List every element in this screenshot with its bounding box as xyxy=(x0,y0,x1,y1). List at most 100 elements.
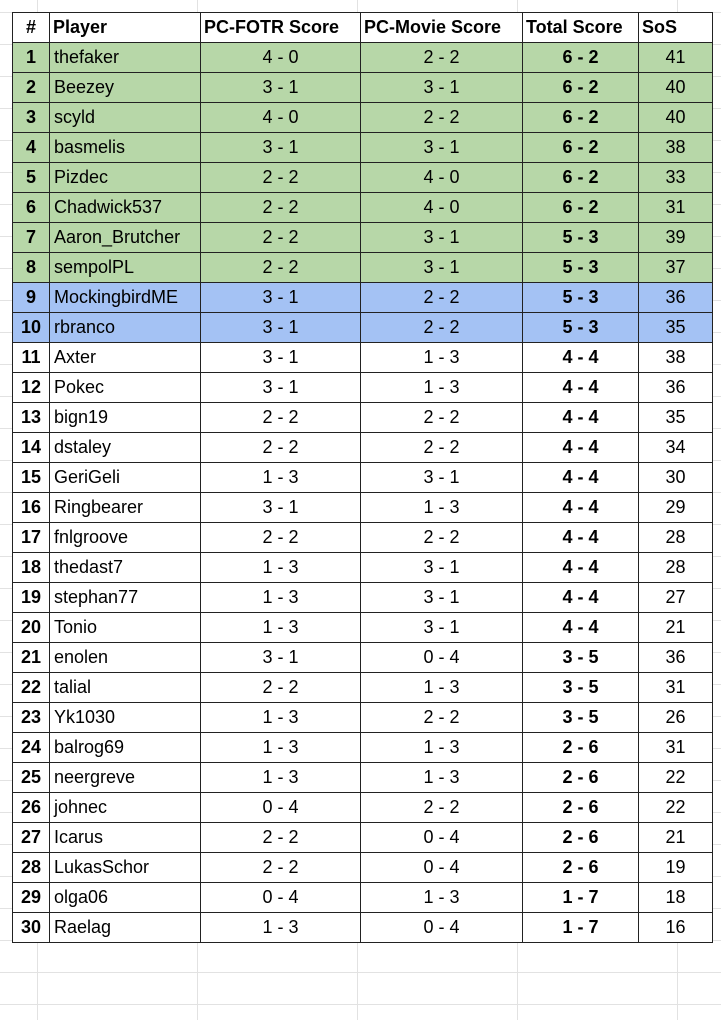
total-score-cell[interactable]: 6 - 2 xyxy=(522,132,639,163)
movie-score-cell[interactable]: 3 - 1 xyxy=(360,612,523,643)
fotr-score-cell[interactable]: 2 - 2 xyxy=(200,852,361,883)
rank-cell[interactable]: 20 xyxy=(12,612,50,643)
movie-score-cell[interactable]: 3 - 1 xyxy=(360,462,523,493)
movie-score-cell[interactable]: 2 - 2 xyxy=(360,102,523,133)
rank-cell[interactable]: 17 xyxy=(12,522,50,553)
player-name-cell[interactable]: scyld xyxy=(49,102,201,133)
player-name-cell[interactable]: GeriGeli xyxy=(49,462,201,493)
sos-cell[interactable]: 40 xyxy=(638,102,713,133)
movie-score-cell[interactable]: 2 - 2 xyxy=(360,792,523,823)
movie-score-cell[interactable]: 1 - 3 xyxy=(360,732,523,763)
rank-cell[interactable]: 3 xyxy=(12,102,50,133)
player-name-cell[interactable]: basmelis xyxy=(49,132,201,163)
total-score-cell[interactable]: 1 - 7 xyxy=(522,912,639,943)
player-name-cell[interactable]: sempolPL xyxy=(49,252,201,283)
fotr-score-cell[interactable]: 3 - 1 xyxy=(200,72,361,103)
movie-score-cell[interactable]: 1 - 3 xyxy=(360,372,523,403)
movie-score-cell[interactable]: 2 - 2 xyxy=(360,432,523,463)
rank-cell[interactable]: 14 xyxy=(12,432,50,463)
player-name-cell[interactable]: enolen xyxy=(49,642,201,673)
total-score-cell[interactable]: 4 - 4 xyxy=(522,372,639,403)
fotr-score-cell[interactable]: 3 - 1 xyxy=(200,372,361,403)
sos-cell[interactable]: 26 xyxy=(638,702,713,733)
rank-cell[interactable]: 4 xyxy=(12,132,50,163)
movie-score-cell[interactable]: 3 - 1 xyxy=(360,222,523,253)
player-name-cell[interactable]: Beezey xyxy=(49,72,201,103)
movie-score-cell[interactable]: 2 - 2 xyxy=(360,282,523,313)
fotr-score-cell[interactable]: 2 - 2 xyxy=(200,432,361,463)
player-name-cell[interactable]: Yk1030 xyxy=(49,702,201,733)
fotr-score-cell[interactable]: 1 - 3 xyxy=(200,552,361,583)
movie-score-cell[interactable]: 0 - 4 xyxy=(360,642,523,673)
rank-cell[interactable]: 27 xyxy=(12,822,50,853)
rank-cell[interactable]: 23 xyxy=(12,702,50,733)
total-score-cell[interactable]: 6 - 2 xyxy=(522,72,639,103)
movie-score-cell[interactable]: 2 - 2 xyxy=(360,522,523,553)
player-name-cell[interactable]: Ringbearer xyxy=(49,492,201,523)
fotr-score-cell[interactable]: 2 - 2 xyxy=(200,402,361,433)
player-name-cell[interactable]: Axter xyxy=(49,342,201,373)
movie-score-cell[interactable]: 0 - 4 xyxy=(360,852,523,883)
total-score-cell[interactable]: 6 - 2 xyxy=(522,102,639,133)
fotr-score-cell[interactable]: 1 - 3 xyxy=(200,702,361,733)
fotr-score-cell[interactable]: 3 - 1 xyxy=(200,282,361,313)
fotr-score-cell[interactable]: 2 - 2 xyxy=(200,822,361,853)
rank-cell[interactable]: 22 xyxy=(12,672,50,703)
movie-score-cell[interactable]: 4 - 0 xyxy=(360,162,523,193)
sos-cell[interactable]: 19 xyxy=(638,852,713,883)
movie-score-cell[interactable]: 3 - 1 xyxy=(360,252,523,283)
movie-score-cell[interactable]: 3 - 1 xyxy=(360,132,523,163)
sos-cell[interactable]: 21 xyxy=(638,612,713,643)
movie-score-cell[interactable]: 2 - 2 xyxy=(360,312,523,343)
sos-cell[interactable]: 22 xyxy=(638,792,713,823)
rank-cell[interactable]: 10 xyxy=(12,312,50,343)
player-name-cell[interactable]: Aaron_Brutcher xyxy=(49,222,201,253)
sos-cell[interactable]: 31 xyxy=(638,192,713,223)
fotr-score-cell[interactable]: 1 - 3 xyxy=(200,912,361,943)
total-score-cell[interactable]: 4 - 4 xyxy=(522,432,639,463)
fotr-score-cell[interactable]: 3 - 1 xyxy=(200,312,361,343)
total-score-cell[interactable]: 5 - 3 xyxy=(522,222,639,253)
sos-cell[interactable]: 35 xyxy=(638,402,713,433)
sos-cell[interactable]: 28 xyxy=(638,522,713,553)
rank-cell[interactable]: 2 xyxy=(12,72,50,103)
player-name-cell[interactable]: stephan77 xyxy=(49,582,201,613)
player-name-cell[interactable]: balrog69 xyxy=(49,732,201,763)
sos-cell[interactable]: 38 xyxy=(638,132,713,163)
player-name-cell[interactable]: Pizdec xyxy=(49,162,201,193)
total-score-cell[interactable]: 2 - 6 xyxy=(522,762,639,793)
movie-score-cell[interactable]: 3 - 1 xyxy=(360,72,523,103)
player-name-cell[interactable]: thefaker xyxy=(49,42,201,73)
player-name-cell[interactable]: olga06 xyxy=(49,882,201,913)
total-score-cell[interactable]: 2 - 6 xyxy=(522,792,639,823)
rank-cell[interactable]: 1 xyxy=(12,42,50,73)
player-name-cell[interactable]: Raelag xyxy=(49,912,201,943)
total-score-cell[interactable]: 5 - 3 xyxy=(522,252,639,283)
total-score-cell[interactable]: 5 - 3 xyxy=(522,282,639,313)
movie-score-cell[interactable]: 3 - 1 xyxy=(360,582,523,613)
player-name-cell[interactable]: johnec xyxy=(49,792,201,823)
fotr-score-cell[interactable]: 3 - 1 xyxy=(200,132,361,163)
total-score-cell[interactable]: 4 - 4 xyxy=(522,522,639,553)
player-name-cell[interactable]: neergreve xyxy=(49,762,201,793)
player-name-cell[interactable]: Chadwick537 xyxy=(49,192,201,223)
rank-cell[interactable]: 28 xyxy=(12,852,50,883)
total-score-cell[interactable]: 1 - 7 xyxy=(522,882,639,913)
total-score-cell[interactable]: 2 - 6 xyxy=(522,732,639,763)
rank-cell[interactable]: 5 xyxy=(12,162,50,193)
rank-cell[interactable]: 16 xyxy=(12,492,50,523)
total-score-cell[interactable]: 3 - 5 xyxy=(522,702,639,733)
rank-cell[interactable]: 21 xyxy=(12,642,50,673)
sos-cell[interactable]: 41 xyxy=(638,42,713,73)
total-score-cell[interactable]: 5 - 3 xyxy=(522,312,639,343)
fotr-score-cell[interactable]: 1 - 3 xyxy=(200,612,361,643)
sos-cell[interactable]: 38 xyxy=(638,342,713,373)
fotr-score-cell[interactable]: 3 - 1 xyxy=(200,492,361,523)
movie-score-cell[interactable]: 3 - 1 xyxy=(360,552,523,583)
fotr-score-cell[interactable]: 2 - 2 xyxy=(200,162,361,193)
sos-cell[interactable]: 33 xyxy=(638,162,713,193)
sos-cell[interactable]: 31 xyxy=(638,672,713,703)
fotr-score-header[interactable]: PC-FOTR Score xyxy=(200,12,361,43)
total-score-cell[interactable]: 4 - 4 xyxy=(522,582,639,613)
fotr-score-cell[interactable]: 0 - 4 xyxy=(200,882,361,913)
